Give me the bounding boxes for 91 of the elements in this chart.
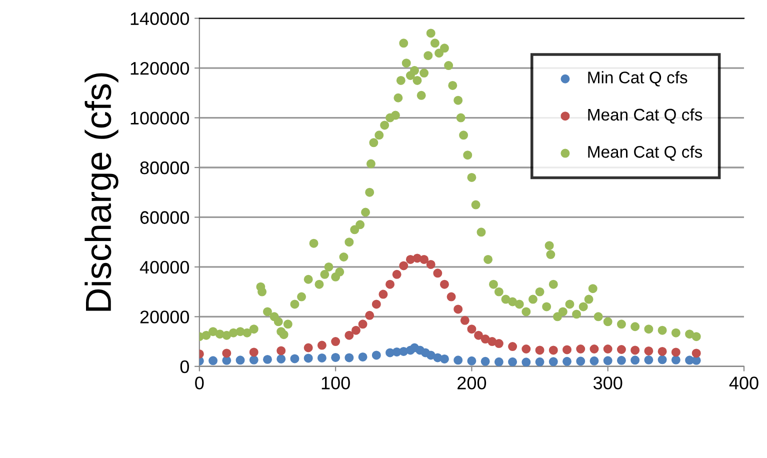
point [658,346,667,356]
point [522,344,531,354]
point [222,356,232,365]
x-tick-label: 200 [458,376,486,390]
point [317,340,326,350]
point [276,346,286,356]
point [358,320,368,329]
legend-label: Mean Cat Q cfs [588,146,702,161]
point [344,353,354,362]
point [576,344,586,354]
point [262,354,272,364]
y-tick-label: 100000 [130,112,189,124]
point [378,290,388,299]
point [454,304,463,314]
point [399,261,408,270]
point [692,356,701,365]
point [208,356,218,366]
point [331,352,340,362]
point [358,352,368,362]
point [603,344,612,354]
point [317,353,326,362]
point [365,310,374,320]
point [590,356,599,366]
point [460,316,470,325]
point [351,326,360,335]
point [616,356,626,365]
point [249,355,258,364]
y-tick-label: 0 [180,360,189,374]
point [454,356,463,365]
x-tick-label: 100 [322,376,350,390]
point [494,357,504,366]
point [630,346,640,355]
y-tick-label: 60000 [140,211,189,224]
legend-label: Min Cat Q cfs [588,71,688,86]
point [671,355,680,364]
point [576,356,586,366]
point [603,356,612,366]
y-tick-label: 40000 [140,260,189,274]
point [508,357,518,366]
point [630,356,640,365]
point [372,350,381,360]
x-tick-label: 400 [729,376,758,390]
point [440,354,449,364]
point [386,280,395,289]
point [494,339,504,348]
point [644,355,654,364]
point [344,330,354,340]
point [480,356,490,366]
point [467,324,476,334]
x-tick-label: 300 [593,376,622,390]
point [548,357,558,366]
y-tick-label: 80000 [140,161,189,174]
y-tick-label: 20000 [140,310,189,324]
point [692,348,701,358]
point [331,337,340,346]
point [222,348,232,358]
point [535,357,544,366]
point [548,346,558,355]
point [446,292,456,302]
point [508,342,518,352]
legend-label: Mean Cat Q cfs [588,108,702,124]
point [236,356,245,365]
point [488,337,497,346]
point [304,343,313,352]
point [249,348,258,357]
point [372,300,381,309]
point [276,354,286,364]
point [392,270,402,279]
y-tick-label: 120000 [130,62,189,75]
point [433,268,442,278]
point [535,346,544,355]
point [671,348,680,357]
point [426,260,436,269]
point [474,330,484,340]
point [562,345,572,354]
point [522,358,531,366]
point [658,355,667,364]
point [616,344,626,354]
y-axis-title: Discharge (cfs) [84,73,118,311]
point [290,354,300,364]
point [440,280,449,289]
x-tick-label: 0 [195,376,204,390]
point [304,354,313,363]
point [467,356,476,366]
point [426,350,436,360]
y-tick-label: 140000 [130,12,189,26]
point [420,254,429,264]
point [644,346,654,356]
point [590,344,599,354]
point [480,334,490,344]
point [562,356,572,366]
